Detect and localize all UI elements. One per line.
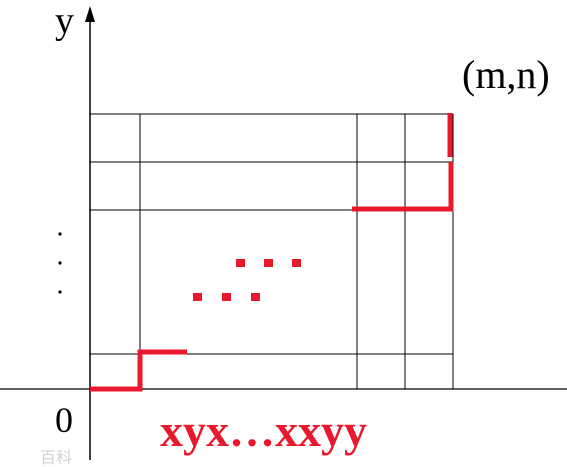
endpoint-label: (m,n) — [462, 52, 550, 97]
path-dot — [236, 259, 245, 267]
path-dot — [251, 293, 260, 301]
path-dot — [264, 259, 273, 267]
path-end-segment — [352, 162, 454, 212]
y-axis-arrow-icon — [85, 6, 95, 22]
path-dot — [222, 293, 231, 301]
path-dot — [292, 259, 301, 267]
path-word: xyx…xxyy — [160, 405, 367, 456]
grid — [90, 113, 454, 389]
path-start-segment — [90, 349, 187, 392]
left-ellipsis — [58, 232, 62, 294]
path-dots — [193, 259, 301, 301]
origin-label: 0 — [55, 400, 73, 440]
path-dot — [193, 293, 202, 301]
y-axis-label: y — [55, 0, 74, 42]
lattice-path — [90, 113, 454, 392]
watermark: 百科 — [40, 449, 72, 467]
